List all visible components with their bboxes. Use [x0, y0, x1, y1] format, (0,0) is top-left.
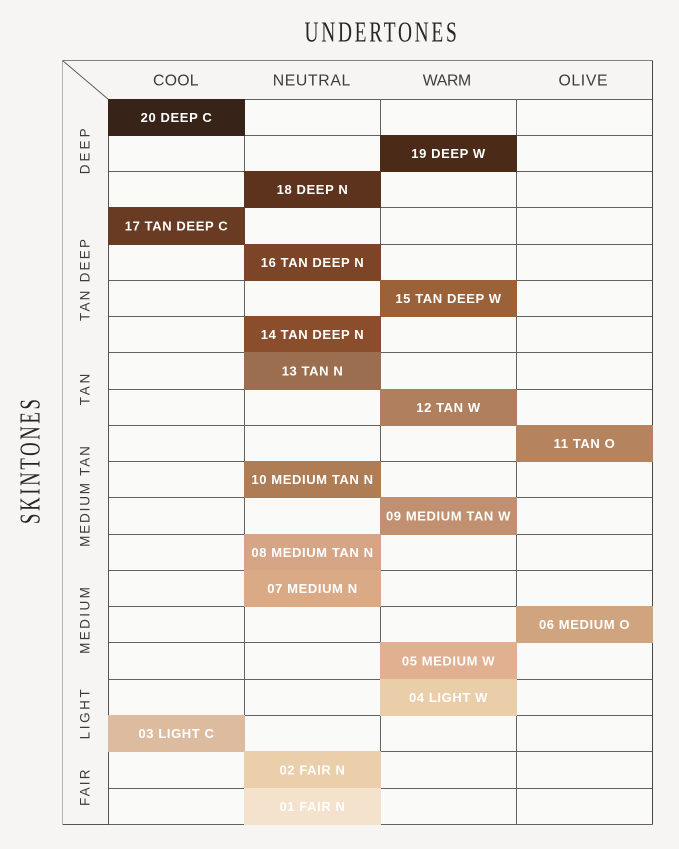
svg-text:07 MEDIUM N: 07 MEDIUM N — [267, 581, 357, 596]
svg-text:12 TAN W: 12 TAN W — [416, 400, 481, 415]
svg-text:LIGHT: LIGHT — [78, 689, 93, 739]
svg-text:20 DEEP C: 20 DEEP C — [141, 110, 213, 125]
svg-text:WARM: WARM — [423, 73, 472, 90]
svg-text:06 MEDIUM O: 06 MEDIUM O — [539, 617, 630, 632]
svg-text:13 TAN N: 13 TAN N — [282, 364, 344, 379]
svg-text:10 MEDIUM TAN N: 10 MEDIUM TAN N — [251, 472, 373, 487]
svg-text:TAN DEEP: TAN DEEP — [78, 239, 93, 321]
svg-text:17 TAN DEEP C: 17 TAN DEEP C — [125, 219, 228, 234]
svg-text:18 DEEP N: 18 DEEP N — [277, 182, 349, 197]
svg-text:15 TAN DEEP W: 15 TAN DEEP W — [395, 291, 501, 306]
svg-text:05 MEDIUM W: 05 MEDIUM W — [402, 654, 495, 669]
svg-text:OLIVE: OLIVE — [558, 73, 608, 90]
svg-text:TAN: TAN — [78, 374, 93, 406]
svg-text:19 DEEP W: 19 DEEP W — [411, 146, 486, 161]
svg-text:DEEP: DEEP — [78, 128, 93, 174]
svg-text:11 TAN O: 11 TAN O — [554, 436, 616, 451]
svg-text:UNDERTONES: UNDERTONES — [305, 17, 460, 48]
svg-text:MEDIUM TAN: MEDIUM TAN — [78, 446, 93, 547]
svg-text:09 MEDIUM TAN W: 09 MEDIUM TAN W — [386, 509, 511, 524]
svg-text:01 FAIR N: 01 FAIR N — [279, 799, 345, 814]
svg-text:03 LIGHT C: 03 LIGHT C — [138, 726, 214, 741]
svg-text:FAIR: FAIR — [78, 769, 93, 806]
svg-text:NEUTRAL: NEUTRAL — [273, 73, 352, 90]
svg-text:14 TAN DEEP N: 14 TAN DEEP N — [261, 327, 364, 342]
svg-text:08 MEDIUM TAN N: 08 MEDIUM TAN N — [251, 545, 373, 560]
svg-text:SKINTONES: SKINTONES — [16, 396, 47, 524]
svg-text:04 LIGHT W: 04 LIGHT W — [409, 690, 488, 705]
svg-text:MEDIUM: MEDIUM — [78, 587, 93, 654]
svg-text:COOL: COOL — [153, 73, 200, 90]
svg-text:16 TAN DEEP N: 16 TAN DEEP N — [261, 255, 364, 270]
svg-text:02 FAIR N: 02 FAIR N — [279, 763, 345, 778]
